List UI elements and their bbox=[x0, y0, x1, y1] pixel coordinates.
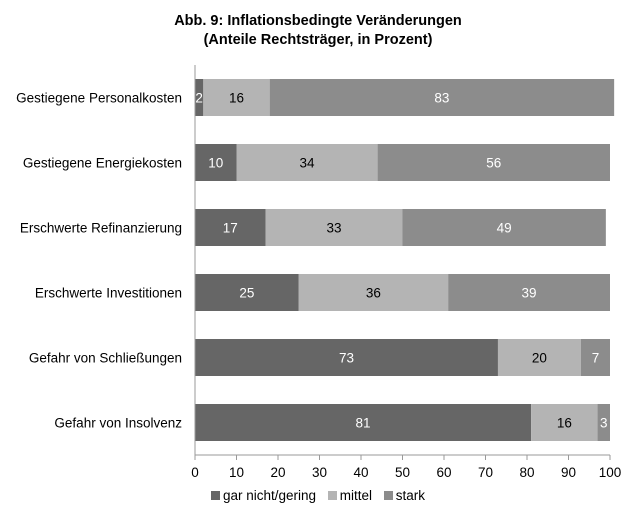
legend-label: stark bbox=[395, 488, 426, 503]
data-label-mittel-gestiegene-personalkosten: 16 bbox=[229, 91, 244, 106]
x-tick-label-80: 80 bbox=[519, 465, 534, 480]
x-tick-label-20: 20 bbox=[270, 465, 285, 480]
data-label-stark-gestiegene-energiekosten: 56 bbox=[486, 156, 501, 171]
data-label-stark-gefahr-von-schließungen: 7 bbox=[592, 351, 600, 366]
bar-mittel-gestiegene-energiekosten bbox=[236, 144, 378, 181]
data-label-mittel-gefahr-von-insolvenz: 16 bbox=[557, 416, 572, 431]
data-label-stark-gefahr-von-insolvenz: 3 bbox=[600, 416, 608, 431]
x-tick-label-60: 60 bbox=[436, 465, 451, 480]
bar-gar-nicht-gering-erschwerte-refinanzierung bbox=[195, 209, 266, 246]
bar-mittel-gestiegene-personalkosten bbox=[203, 79, 270, 116]
bar-gar-nicht-gering-erschwerte-investitionen bbox=[195, 274, 299, 311]
bar-mittel-erschwerte-refinanzierung bbox=[265, 209, 403, 246]
data-label-gar-nicht-gering-erschwerte-refinanzierung: 17 bbox=[223, 221, 238, 236]
x-tick-label-100: 100 bbox=[599, 465, 622, 480]
bar-stark-gefahr-von-schließungen bbox=[580, 339, 610, 376]
bar-gar-nicht-gering-gestiegene-energiekosten bbox=[195, 144, 237, 181]
bar-stark-gestiegene-energiekosten bbox=[377, 144, 610, 181]
bar-gar-nicht-gering-gestiegene-personalkosten bbox=[195, 79, 204, 116]
data-label-mittel-gefahr-von-schließungen: 20 bbox=[532, 351, 547, 366]
category-label-gestiegene-personalkosten: Gestiegene Personalkosten bbox=[16, 91, 182, 106]
data-label-stark-erschwerte-refinanzierung: 49 bbox=[497, 221, 512, 236]
legend-swatch bbox=[327, 491, 337, 500]
data-label-gar-nicht-gering-gefahr-von-insolvenz: 81 bbox=[356, 416, 371, 431]
category-label-erschwerte-refinanzierung: Erschwerte Refinanzierung bbox=[20, 221, 182, 236]
bar-stark-gefahr-von-insolvenz bbox=[597, 404, 610, 441]
x-tick-label-40: 40 bbox=[353, 465, 368, 480]
x-tick-label-90: 90 bbox=[561, 465, 576, 480]
category-label-erschwerte-investitionen: Erschwerte Investitionen bbox=[35, 286, 182, 301]
bar-stark-erschwerte-investitionen bbox=[448, 274, 610, 311]
chart-subtitle: (Anteile Rechtsträger, in Prozent) bbox=[203, 32, 433, 48]
data-label-gar-nicht-gering-erschwerte-investitionen: 25 bbox=[239, 286, 254, 301]
legend-swatch bbox=[210, 491, 220, 500]
x-tick-label-30: 30 bbox=[312, 465, 327, 480]
chart-title: Abb. 9: Inflationsbedingte Veränderungen bbox=[174, 13, 462, 29]
legend-label: mittel bbox=[339, 488, 373, 503]
category-label-gefahr-von-schließungen: Gefahr von Schließungen bbox=[29, 351, 182, 366]
legend-item-stark: stark bbox=[383, 488, 426, 503]
legend-item-mittel: mittel bbox=[327, 488, 373, 503]
bar-stark-gestiegene-personalkosten bbox=[269, 79, 615, 116]
data-label-gar-nicht-gering-gestiegene-personalkosten: 2 bbox=[195, 91, 203, 106]
category-label-gestiegene-energiekosten: Gestiegene Energiekosten bbox=[23, 156, 182, 171]
bar-mittel-erschwerte-investitionen bbox=[298, 274, 449, 311]
bar-stark-erschwerte-refinanzierung bbox=[402, 209, 606, 246]
legend-swatch bbox=[383, 491, 393, 500]
legend-label: gar nicht/gering bbox=[222, 488, 316, 503]
data-label-mittel-erschwerte-investitionen: 36 bbox=[366, 286, 381, 301]
data-label-mittel-gestiegene-energiekosten: 34 bbox=[300, 156, 316, 171]
x-tick-label-10: 10 bbox=[229, 465, 244, 480]
x-tick-label-50: 50 bbox=[395, 465, 410, 480]
data-label-mittel-erschwerte-refinanzierung: 33 bbox=[327, 221, 342, 236]
x-tick-label-0: 0 bbox=[191, 465, 199, 480]
data-label-stark-erschwerte-investitionen: 39 bbox=[522, 286, 537, 301]
data-label-stark-gestiegene-personalkosten: 83 bbox=[434, 91, 449, 106]
bar-mittel-gefahr-von-insolvenz bbox=[531, 404, 598, 441]
legend-item-gar-nicht-gering: gar nicht/gering bbox=[210, 488, 316, 503]
data-label-gar-nicht-gering-gestiegene-energiekosten: 10 bbox=[208, 156, 223, 171]
chart-legend: gar nicht/gering mittel stark bbox=[0, 488, 636, 503]
bar-mittel-gefahr-von-schließungen bbox=[497, 339, 581, 376]
category-label-gefahr-von-insolvenz: Gefahr von Insolvenz bbox=[54, 416, 182, 431]
bar-gar-nicht-gering-gefahr-von-schließungen bbox=[195, 339, 498, 376]
x-tick-label-70: 70 bbox=[478, 465, 493, 480]
data-label-gar-nicht-gering-gefahr-von-schließungen: 73 bbox=[339, 351, 354, 366]
bar-gar-nicht-gering-gefahr-von-insolvenz bbox=[195, 404, 532, 441]
